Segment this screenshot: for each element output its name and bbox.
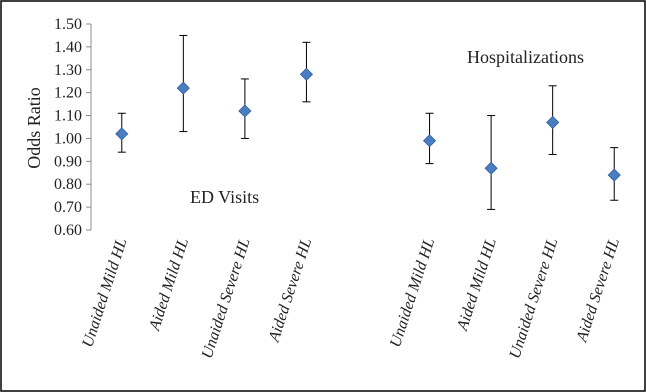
y-tick-label: 1.40 [54, 39, 82, 56]
y-tick-label: 0.90 [54, 153, 82, 170]
y-tick-label: 1.20 [54, 85, 82, 102]
y-tick-label: 0.80 [54, 176, 82, 193]
data-point-diamond [546, 115, 560, 129]
data-point-diamond [484, 161, 498, 175]
data-mark-group [115, 34, 621, 210]
data-point-diamond [176, 81, 190, 95]
y-tick-label: 1.00 [54, 130, 82, 147]
data-point-diamond [238, 104, 252, 118]
data-point-diamond [299, 67, 314, 81]
data-point-diamond [115, 127, 129, 141]
data-point-diamond [422, 134, 437, 148]
y-tick-label: 1.10 [54, 108, 82, 125]
data-point-diamond [607, 168, 621, 182]
y-tick-label: 0.60 [54, 222, 82, 239]
y-tick-label: 1.30 [54, 62, 82, 79]
y-axis-title: Odds Ratio [24, 87, 44, 169]
y-tick-label: 0.70 [54, 199, 82, 216]
annotation-hospitalizations: Hospitalizations [467, 47, 584, 67]
annotation-ed-visits: ED Visits [190, 187, 259, 207]
y-tick-group: 0.60 0.70 0.80 0.90 1.00 1.10 1.20 1.30 1.40 1.50 [54, 16, 91, 239]
y-tick-label: 1.50 [54, 16, 82, 33]
